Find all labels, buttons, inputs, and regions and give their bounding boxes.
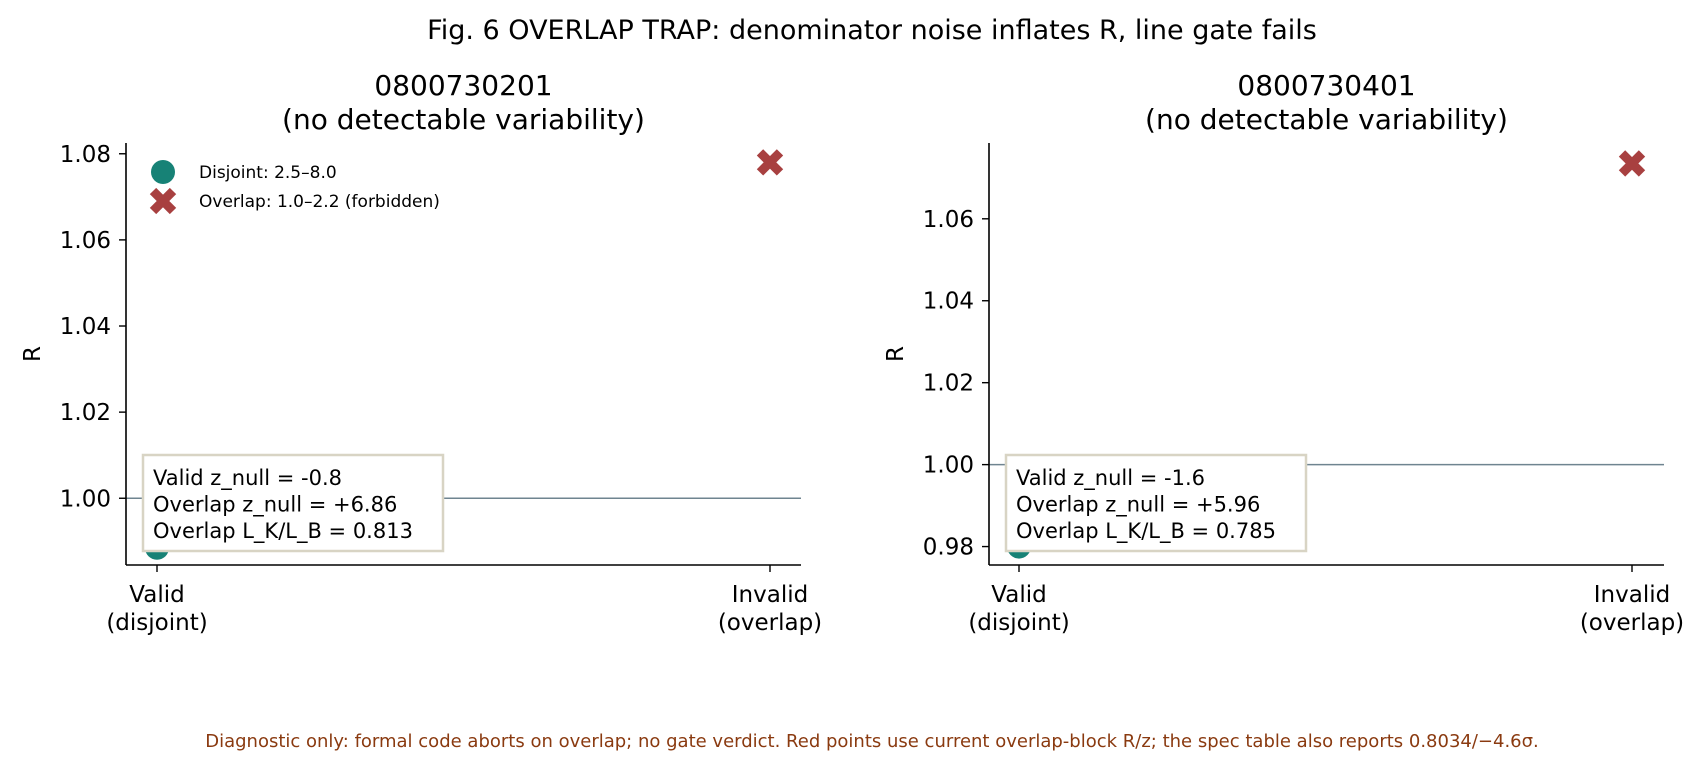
point-overlap: [756, 149, 784, 176]
stats-annotation-line: Valid z_null = -0.8: [153, 466, 342, 491]
x-tick-label: Invalid: [732, 582, 808, 608]
stats-annotation-box: [141, 453, 445, 553]
x-tick-label: (overlap): [718, 610, 822, 636]
y-tick-label: 1.00: [923, 453, 974, 479]
subplot-2: 0800730401(no detectable variability) 1.0…: [883, 69, 1684, 636]
legend-marker-disjoint: [151, 160, 175, 184]
y-tick-label: 1.04: [60, 314, 111, 340]
subplots: 0800730201(no detectable variability)1.0…: [20, 69, 1684, 636]
figure-title: Fig. 6 OVERLAP TRAP: denominator noise i…: [427, 15, 1317, 46]
y-tick-label: 1.02: [923, 371, 974, 397]
subplot-subtitle: (no detectable variability): [1145, 103, 1508, 136]
stats-annotation-line: Overlap z_null = +5.96: [1016, 493, 1260, 518]
y-axis-label: R: [883, 346, 909, 362]
point-overlap: [1618, 150, 1646, 177]
x-tick-label: Valid: [129, 582, 184, 608]
x-tick-label: (overlap): [1580, 610, 1684, 636]
stats-annotation-line: Overlap L_K/L_B = 0.813: [153, 519, 413, 544]
x-tick-label: Valid: [991, 582, 1046, 608]
y-tick-label: 1.08: [60, 142, 111, 168]
legend-label: Disjoint: 2.5–8.0: [199, 163, 337, 183]
y-tick-label: 1.00: [60, 486, 111, 512]
y-axis-label: R: [20, 346, 46, 362]
stats-annotation-line: Valid z_null = -1.6: [1016, 466, 1205, 491]
subplot-subtitle: (no detectable variability): [282, 103, 645, 136]
legend-marker-overlap: [149, 187, 177, 215]
y-tick-label: 0.98: [923, 535, 974, 561]
legend: Disjoint: 2.5–8.0 Overlap: 1.0–2.2 (forbi…: [149, 160, 440, 215]
stats-annotation-line: Overlap z_null = +6.86: [153, 493, 397, 518]
subplot-title: 0800730401: [1237, 69, 1415, 102]
x-tick-label: (disjoint): [968, 610, 1069, 636]
y-tick-label: 1.06: [60, 228, 111, 254]
footnote: Diagnostic only: formal code aborts on o…: [205, 731, 1539, 752]
x-tick-label: Invalid: [1594, 582, 1670, 608]
y-tick-label: 1.06: [923, 207, 974, 233]
y-tick-label: 1.02: [60, 400, 111, 426]
subplot-title: 0800730201: [374, 69, 552, 102]
x-tick-label: (disjoint): [106, 610, 207, 636]
y-tick-label: 1.04: [923, 289, 974, 315]
subplot-1: 0800730201(no detectable variability) 1.0…: [20, 69, 822, 636]
legend-label: Overlap: 1.0–2.2 (forbidden): [199, 192, 440, 212]
stats-annotation-box: [1004, 453, 1308, 553]
stats-annotation-line: Overlap L_K/L_B = 0.785: [1016, 519, 1276, 544]
